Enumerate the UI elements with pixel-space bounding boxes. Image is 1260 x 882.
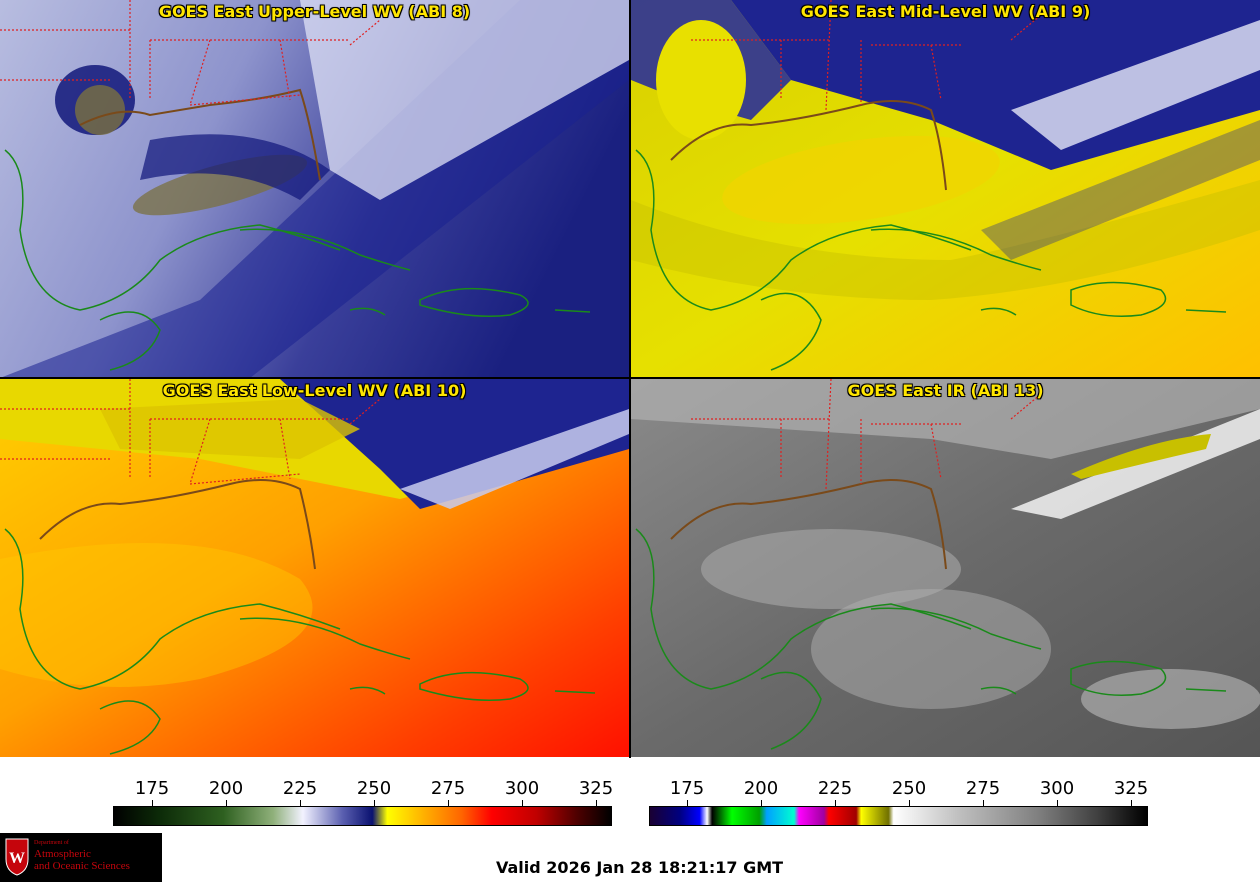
valid-time: Valid 2026 Jan 28 18:21:17 GMT [496,858,784,877]
panel-title: GOES East Mid-Level WV (ABI 9) [800,2,1091,21]
wv-tick-label: 200 [208,778,244,799]
wv-tick-label: 225 [282,778,318,799]
ir-colorbar [649,806,1148,826]
low-level-wv-image [0,379,629,757]
panel-title: GOES East Upper-Level WV (ABI 8) [158,2,471,21]
panel-divider-horizontal [0,377,1260,379]
wv-tick-label: 250 [356,778,392,799]
ir-tick-label: 250 [891,778,927,799]
mid-level-wv-image [631,0,1260,378]
wv-tick-label: 275 [430,778,466,799]
logo-dept-line: Department of [34,840,69,846]
ir-tick-mark [909,800,910,806]
panel-title: GOES East Low-Level WV (ABI 10) [162,381,467,400]
panel-divider-vertical [629,0,631,758]
ir-tick-label: 300 [1039,778,1075,799]
panel-mid-level-wv: GOES East Mid-Level WV (ABI 9) [631,0,1260,378]
ir-tick-mark [1131,800,1132,806]
ir-tick-label: 325 [1113,778,1149,799]
ir-tick-mark [1057,800,1058,806]
aos-logo: W Department of Atmospheric and Oceanic … [0,833,162,882]
seal-letter: W [9,850,25,867]
ir-tick-label: 225 [817,778,853,799]
wv-tick-label: 325 [578,778,614,799]
wv-tick-mark [374,800,375,806]
panel-ir: GOES East IR (ABI 13) [631,379,1260,757]
ir-tick-mark [983,800,984,806]
wv-tick-label: 175 [134,778,170,799]
ir-tick-mark [687,800,688,806]
upper-level-wv-image [0,0,629,378]
panel-upper-level-wv: GOES East Upper-Level WV (ABI 8) [0,0,629,378]
ir-tick-mark [835,800,836,806]
panel-title: GOES East IR (ABI 13) [847,381,1044,400]
logo-line2: and Oceanic Sciences [34,860,130,872]
logo-line1: Atmospheric [34,848,91,860]
wv-colorbar [113,806,612,826]
wv-tick-mark [300,800,301,806]
ir-tick-mark [761,800,762,806]
wv-tick-mark [226,800,227,806]
ir-tick-label: 175 [669,778,705,799]
ir-tick-label: 275 [965,778,1001,799]
panel-low-level-wv: GOES East Low-Level WV (ABI 10) [0,379,629,757]
wv-tick-mark [448,800,449,806]
wv-tick-mark [152,800,153,806]
ir-tick-label: 200 [743,778,779,799]
wv-tick-label: 300 [504,778,540,799]
ir-image [631,379,1260,757]
uw-crest-icon: W [5,838,29,876]
wv-tick-mark [522,800,523,806]
wv-tick-mark [596,800,597,806]
